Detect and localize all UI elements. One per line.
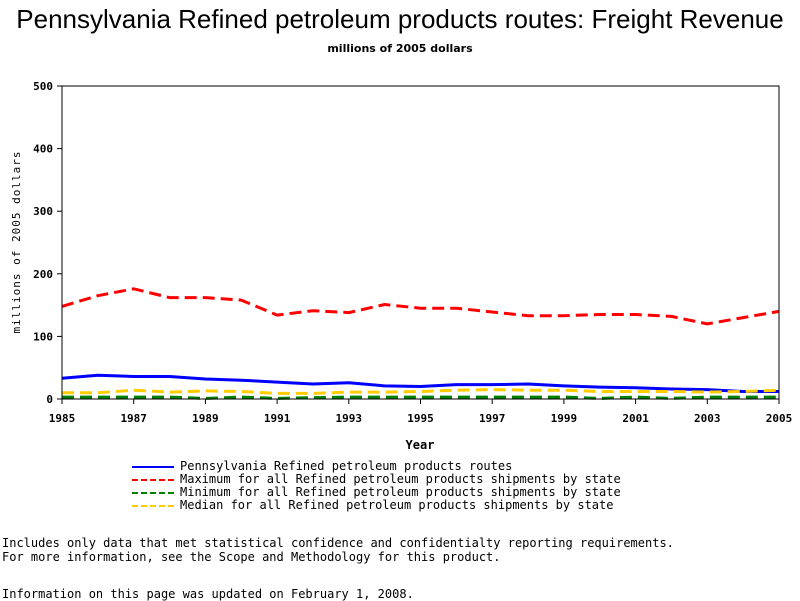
legend-swatch-minimum [132,492,174,494]
footnote-methodology: For more information, see the Scope and … [2,550,501,564]
y-tick-label: 100 [33,330,53,343]
footnote-confidence: Includes only data that met statistical … [2,536,674,550]
legend-label-median: Median for all Refined petroleum product… [180,498,614,512]
legend-swatch-maximum [132,479,174,481]
legend-item-median: Median for all Refined petroleum product… [132,498,772,512]
plot-frame [61,85,780,400]
line-chart: 0 100 200 300 400 500 1985 1987 1989 1991 1993 1995… [10,80,793,452]
legend-label-minimum: Minimum for all Refined petroleum produc… [180,485,621,499]
y-tick-label: 300 [33,205,53,218]
series-line-minimum [62,395,779,400]
y-tick-label: 0 [46,393,53,406]
update-notice: Information on this page was updated on … [2,587,414,601]
x-tick-label: 2005 [766,412,793,425]
x-tick-label: 1999 [551,412,578,425]
legend-label-pennsylvania: Pennsylvania Refined petroleum products … [180,459,513,473]
x-tick-label: 2001 [622,412,649,425]
y-axis-label: millions of 2005 dollars [10,151,23,334]
chart-subtitle: millions of 2005 dollars [327,42,473,55]
legend-swatch-pennsylvania [132,466,174,468]
legend-swatch-median [132,505,174,507]
legend: Pennsylvania Refined petroleum products … [132,459,772,512]
x-tick-label: 1993 [336,412,363,425]
legend-item-minimum: Minimum for all Refined petroleum produc… [132,485,772,499]
chart-title: Pennsylvania Refined petroleum products … [16,4,784,34]
x-tick-label: 1987 [120,412,147,425]
x-tick-label: 1985 [49,412,76,425]
x-tick-label: 2003 [694,412,721,425]
legend-item-maximum: Maximum for all Refined petroleum produc… [132,472,772,486]
x-tick-label: 1995 [407,412,434,425]
legend-item-pennsylvania: Pennsylvania Refined petroleum products … [132,459,772,473]
x-tick-label: 1997 [479,412,506,425]
x-tick-label: 1989 [192,412,219,425]
y-tick-label: 400 [33,143,53,156]
y-tick-label: 500 [33,80,53,93]
series-line-median [62,388,780,395]
series-line-maximum [61,287,780,326]
legend-label-maximum: Maximum for all Refined petroleum produc… [180,472,621,486]
series-line-pennsylvania [61,373,779,393]
y-tick-label: 200 [33,268,53,281]
x-tick-label: 1991 [264,412,291,425]
x-axis-label: Year [406,438,435,452]
footnotes: Includes only data that met statistical … [2,536,674,564]
